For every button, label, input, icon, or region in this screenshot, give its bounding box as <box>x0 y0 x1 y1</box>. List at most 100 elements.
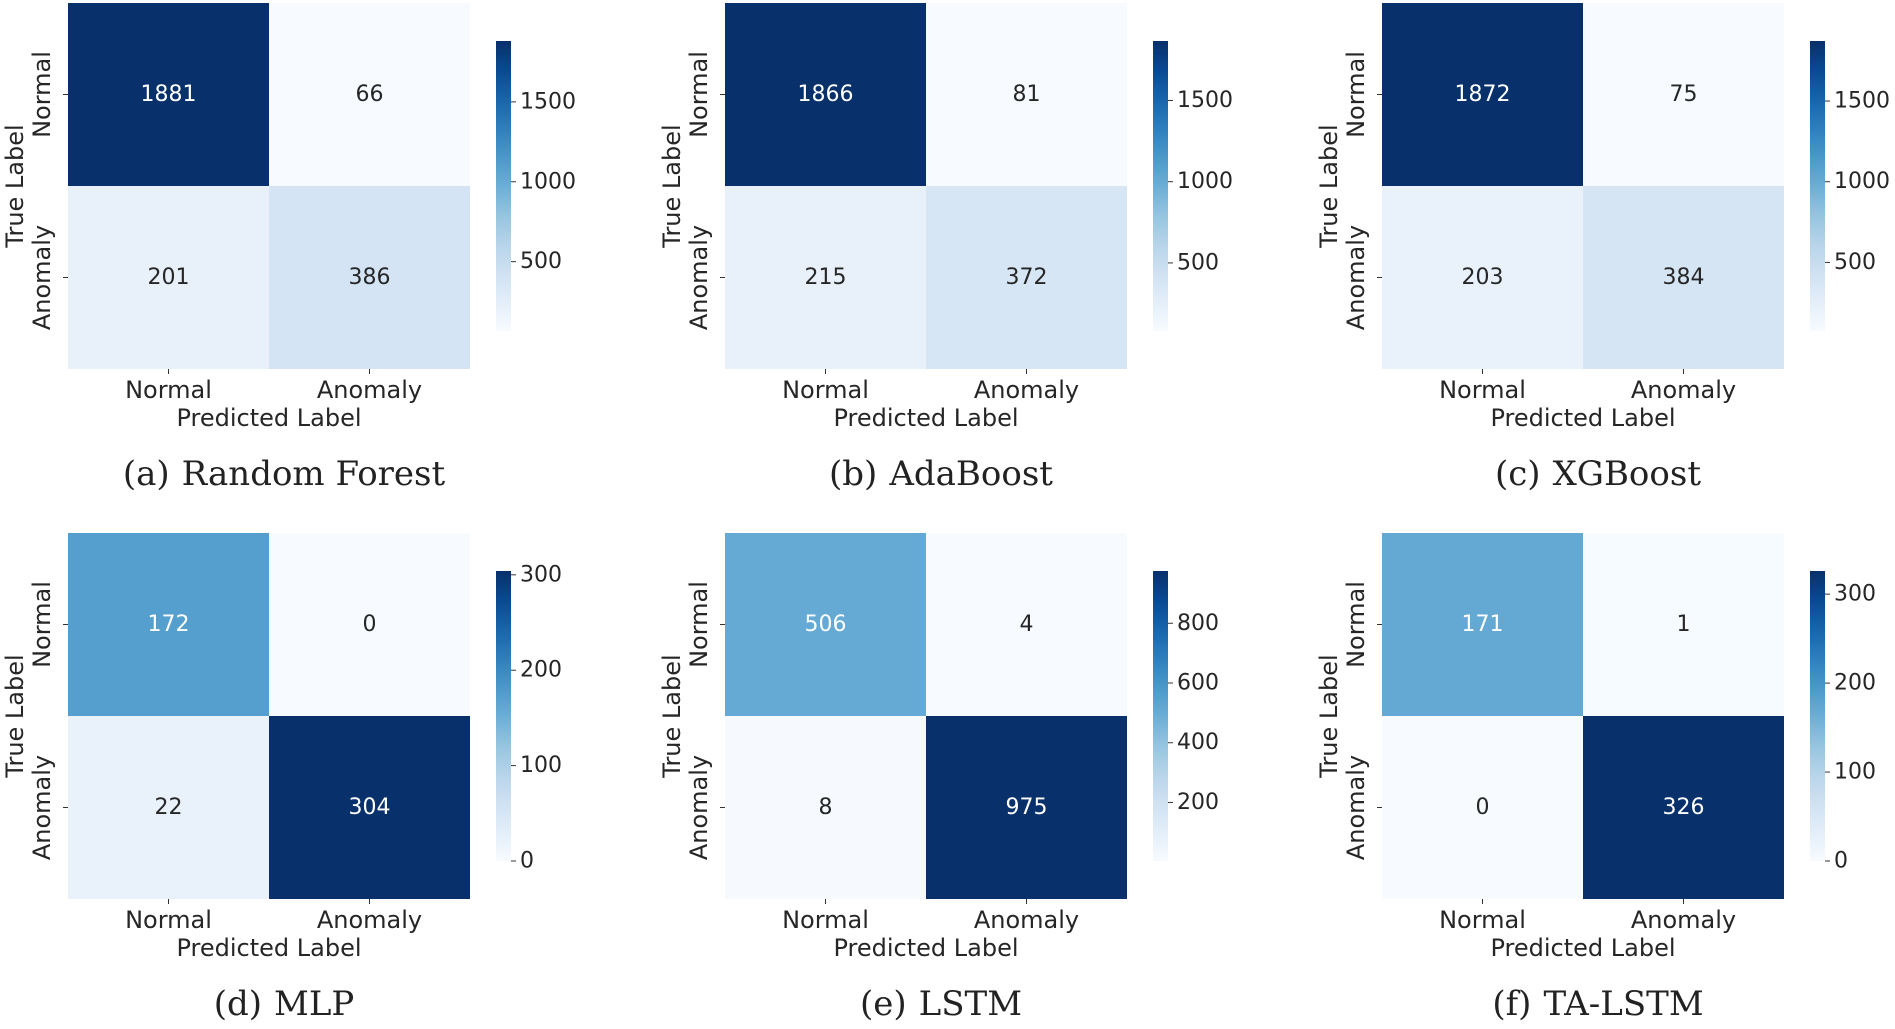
colorbar-tick-label: 0 <box>520 849 534 874</box>
caption-label: (d) <box>214 984 262 1024</box>
caption-title: AdaBoost <box>888 454 1053 494</box>
colorbar-tick-label: 300 <box>520 562 562 587</box>
panel-caption: (d) MLP <box>214 984 355 1024</box>
x-tick-label: Normal <box>125 906 212 934</box>
y-tick-label: Anomaly <box>685 755 713 860</box>
caption-title: MLP <box>274 984 354 1024</box>
y-tick-label: Normal <box>685 581 713 668</box>
heatmap-cell <box>1583 3 1784 186</box>
y-axis-title: True Label <box>1315 124 1343 248</box>
colorbar-tick-label: 1500 <box>520 89 576 114</box>
colorbar-tick-label: 200 <box>520 658 562 683</box>
caption-label: (e) <box>860 984 907 1024</box>
cell-value-label: 506 <box>805 612 847 637</box>
heatmap-cell <box>725 3 926 186</box>
cell-value-label: 975 <box>1006 795 1048 820</box>
colorbar-tick-label: 400 <box>1177 730 1219 755</box>
cell-value-label: 172 <box>148 612 190 637</box>
x-axis-title: Predicted Label <box>1490 404 1675 432</box>
x-tick-label: Normal <box>1439 906 1526 934</box>
heatmap-cell <box>1382 3 1583 186</box>
caption-title: XGBoost <box>1553 454 1702 494</box>
colorbar-tick-label: 1000 <box>1834 169 1890 194</box>
x-tick-label: Anomaly <box>974 376 1079 404</box>
y-tick-label: Anomaly <box>685 225 713 330</box>
colorbar-tick-label: 300 <box>1834 582 1876 607</box>
x-axis-title: Predicted Label <box>833 934 1018 962</box>
cell-value-label: 1872 <box>1455 82 1511 107</box>
heatmap-cell <box>269 3 470 186</box>
colorbar-tick-label: 200 <box>1177 790 1219 815</box>
cell-value-label: 372 <box>1006 265 1048 290</box>
cell-value-label: 1866 <box>798 82 854 107</box>
cell-value-label: 386 <box>349 265 391 290</box>
heatmap-cell <box>68 533 269 716</box>
cell-value-label: 384 <box>1663 265 1705 290</box>
heatmap-cell <box>1583 716 1784 899</box>
panel-caption: (b) AdaBoost <box>829 454 1053 494</box>
y-axis-title: True Label <box>658 124 686 248</box>
cell-value-label: 66 <box>356 82 384 107</box>
heatmap-cell <box>1382 533 1583 716</box>
y-tick-label: Anomaly <box>1342 755 1370 860</box>
panel-caption: (f) TA-LSTM <box>1492 984 1703 1024</box>
colorbar-tick-label: 1500 <box>1834 89 1890 114</box>
cell-value-label: 0 <box>1476 795 1490 820</box>
y-axis-title: True Label <box>1 654 29 778</box>
colorbar-tick-label: 600 <box>1177 670 1219 695</box>
cell-value-label: 304 <box>349 795 391 820</box>
cell-value-label: 1881 <box>141 82 197 107</box>
colorbar <box>1810 571 1825 861</box>
x-tick-label: Anomaly <box>1631 376 1736 404</box>
colorbar-tick-label: 500 <box>1177 250 1219 275</box>
heatmap-cell <box>68 716 269 899</box>
heatmap-cell <box>926 533 1127 716</box>
colorbar-tick-label: 500 <box>1834 250 1876 275</box>
heatmap-cell <box>1382 716 1583 899</box>
x-tick-label: Anomaly <box>317 906 422 934</box>
heatmap-cell <box>1583 533 1784 716</box>
colorbar-tick-label: 0 <box>1834 849 1848 874</box>
x-tick-label: Normal <box>782 376 869 404</box>
heatmap-cell <box>269 186 470 369</box>
panel-caption: (e) LSTM <box>860 984 1022 1024</box>
y-tick-label: Normal <box>1342 51 1370 138</box>
panel-caption: (a) Random Forest <box>123 454 446 494</box>
heatmap-cell <box>926 716 1127 899</box>
cell-value-label: 201 <box>148 265 190 290</box>
colorbar-tick-label: 100 <box>1834 760 1876 785</box>
x-tick-label: Anomaly <box>317 376 422 404</box>
cell-value-label: 326 <box>1663 795 1705 820</box>
x-tick-label: Normal <box>125 376 212 404</box>
x-axis-title: Predicted Label <box>833 404 1018 432</box>
cell-value-label: 171 <box>1462 612 1504 637</box>
y-tick-label: Normal <box>28 51 56 138</box>
cell-value-label: 75 <box>1670 82 1698 107</box>
x-tick-label: Normal <box>1439 376 1526 404</box>
y-tick-label: Normal <box>28 581 56 668</box>
caption-title: LSTM <box>919 984 1022 1024</box>
caption-title: Random Forest <box>182 454 446 494</box>
cell-value-label: 22 <box>155 795 183 820</box>
colorbar-tick-label: 1500 <box>1177 88 1233 113</box>
x-axis-title: Predicted Label <box>176 404 361 432</box>
panel-caption: (c) XGBoost <box>1495 454 1701 494</box>
caption-label: (b) <box>829 454 877 494</box>
colorbar-tick-label: 800 <box>1177 611 1219 636</box>
caption-label: (a) <box>123 454 170 494</box>
y-tick-label: Normal <box>685 51 713 138</box>
colorbar-tick-label: 500 <box>520 249 562 274</box>
heatmap-cell <box>926 186 1127 369</box>
colorbar-tick-label: 200 <box>1834 671 1876 696</box>
cell-value-label: 1 <box>1677 612 1691 637</box>
cell-value-label: 8 <box>819 795 833 820</box>
cell-value-label: 215 <box>805 265 847 290</box>
colorbar <box>1810 41 1825 331</box>
